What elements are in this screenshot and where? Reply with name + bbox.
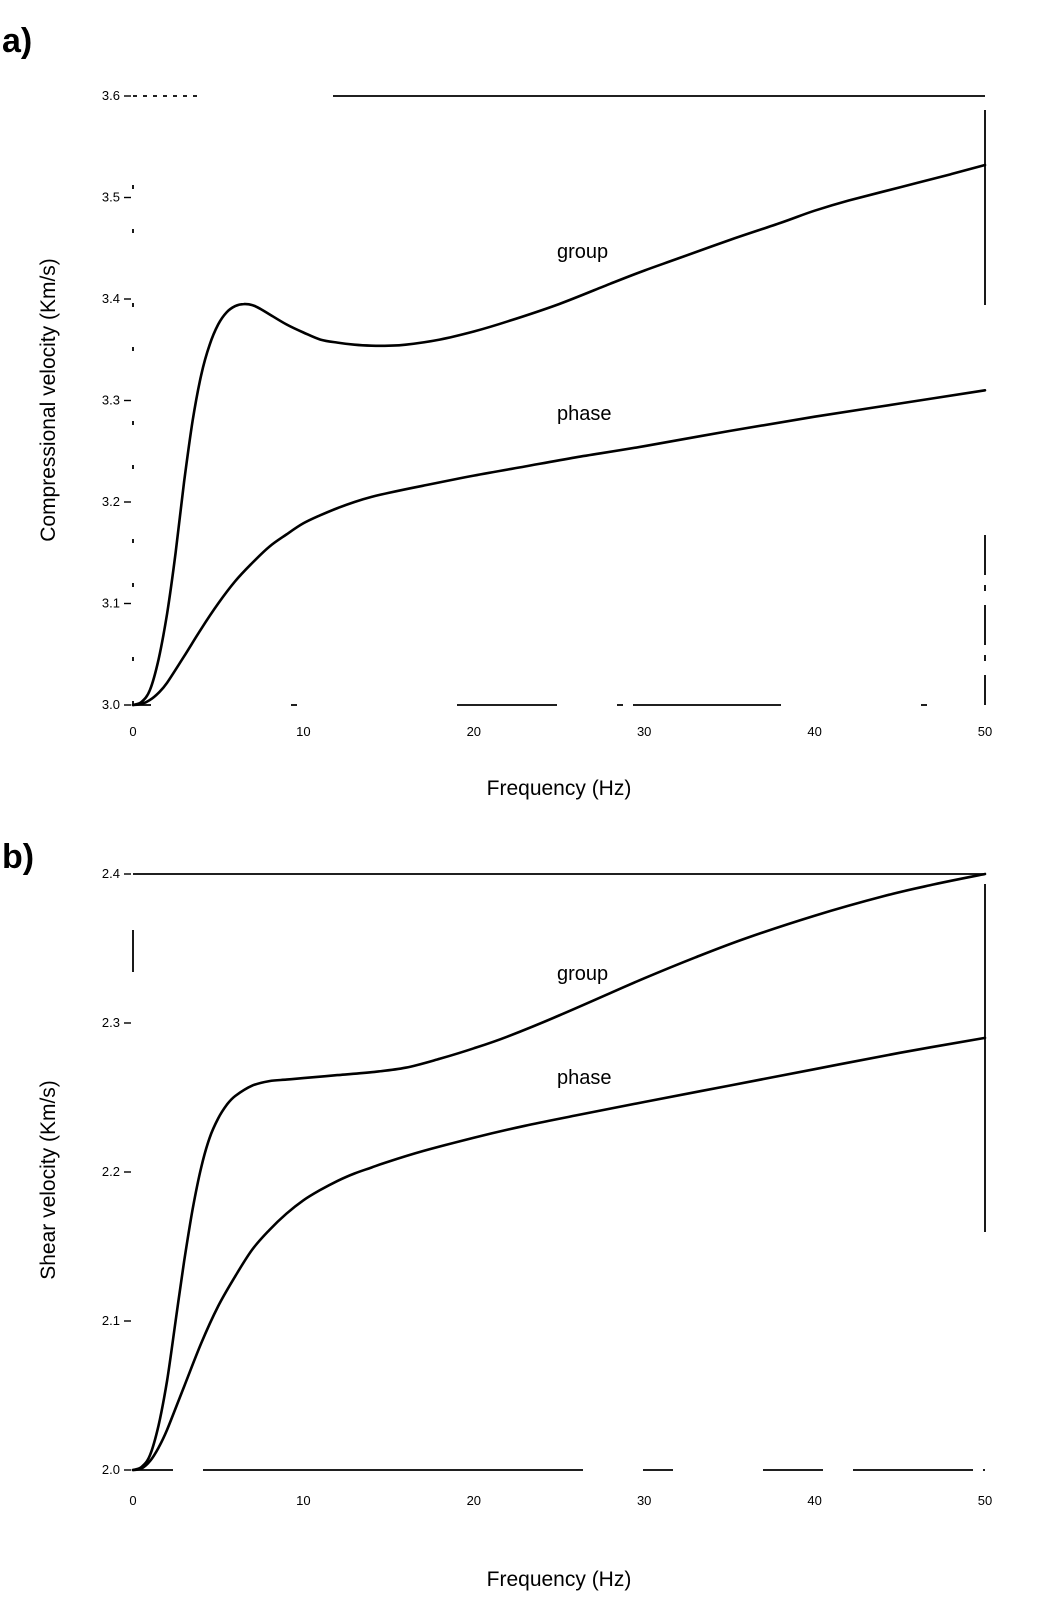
- panel-b-phase-label: phase: [557, 1067, 612, 1089]
- panel-b-x-axis-label: Frequency (Hz): [487, 1568, 632, 1591]
- panel-a-phase-label: phase: [557, 403, 612, 425]
- panel-a-y-tick-label: 3.1: [102, 596, 120, 611]
- panel-a-group-label: group: [557, 241, 608, 263]
- panel-b-x-tick-label: 0: [129, 1493, 136, 1508]
- panel-a-y-tick-label: 3.4: [102, 291, 120, 306]
- panel-b-y-ticks: 2.0 2.1 2.2 2.3 2.4: [102, 866, 131, 1477]
- panel-a-y-tick-label: 3.0: [102, 697, 120, 712]
- panel-b-x-ticks: 0 10 20 30 40 50: [129, 1493, 992, 1508]
- panel-b: b) 0 10 20 30 40 50 2.0 2.1 2.2 2.3 2.4 Frequency…: [2, 838, 992, 1591]
- panel-a-phase-curve: [131, 389, 987, 707]
- panel-a-group-curve: [131, 163, 987, 707]
- panel-a-x-ticks: 0 10 20 30 40 50: [129, 724, 992, 739]
- panel-b-x-tick-label: 10: [296, 1493, 310, 1508]
- panel-a: a) 0 10 20 30 40 50 3.0 3.1 3.2 3.3 3.4 3.5 3.6 Fre…: [2, 22, 992, 800]
- panel-a-x-tick-label: 30: [637, 724, 651, 739]
- panel-a-y-tick-label: 3.5: [102, 190, 120, 205]
- panel-a-x-axis-label: Frequency (Hz): [487, 777, 632, 800]
- panel-b-y-tick-label: 2.4: [102, 866, 120, 881]
- panel-b-y-tick-label: 2.2: [102, 1164, 120, 1179]
- panel-b-y-tick-label: 2.0: [102, 1462, 120, 1477]
- panel-a-x-tick-label: 20: [467, 724, 481, 739]
- panel-a-y-tick-label: 3.3: [102, 393, 120, 408]
- panel-b-group-curve: [131, 872, 987, 1472]
- panel-a-y-ticks: 3.0 3.1 3.2 3.3 3.4 3.5 3.6: [102, 88, 131, 712]
- panel-a-x-tick-label: 50: [978, 724, 992, 739]
- panel-a-y-axis-label: Compressional velocity (Km/s): [37, 258, 60, 542]
- panel-a-y-tick-label: 3.2: [102, 494, 120, 509]
- panel-b-x-tick-label: 50: [978, 1493, 992, 1508]
- panel-b-group-label: group: [557, 963, 608, 985]
- panel-a-y-tick-label: 3.6: [102, 88, 120, 103]
- panel-b-y-tick-label: 2.3: [102, 1015, 120, 1030]
- panel-a-x-tick-label: 0: [129, 724, 136, 739]
- panel-b-y-axis-label: Shear velocity (Km/s): [37, 1080, 60, 1280]
- panel-b-y-tick-label: 2.1: [102, 1313, 120, 1328]
- panel-b-label: b): [2, 838, 34, 876]
- panel-b-x-tick-label: 30: [637, 1493, 651, 1508]
- panel-b-x-tick-label: 20: [467, 1493, 481, 1508]
- panel-a-label: a): [2, 22, 32, 60]
- panel-a-x-tick-label: 10: [296, 724, 310, 739]
- panel-b-x-tick-label: 40: [807, 1493, 821, 1508]
- panel-b-phase-curve: [131, 1036, 987, 1472]
- panel-a-x-tick-label: 40: [807, 724, 821, 739]
